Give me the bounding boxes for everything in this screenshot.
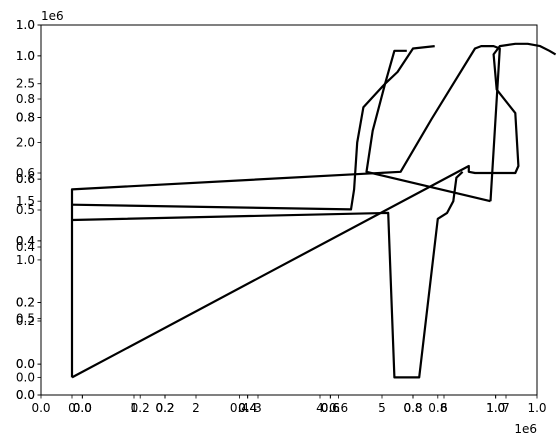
x-tick-label: 1.0 [486, 401, 505, 415]
x-tick-label: 1.0 [486, 401, 505, 415]
y-tick-label: 1.5 [16, 194, 35, 208]
x-tick-label: 4 [316, 401, 324, 415]
y-tick-label: 0.0 [16, 370, 35, 384]
y-tick-label: 0.2 [16, 314, 35, 328]
y-tick-label: 0.6 [16, 172, 35, 186]
axes-layer-4: 0 1 2 3 4 5 6 7 0.0 0.5 1.0 1.5 2.0 2.5 1e6 1e6 [16, 9, 557, 436]
x-tick-label: 0.6 [321, 401, 340, 415]
y-offset-label: 1e6 [41, 9, 64, 23]
x-offset-label: 1e6 [514, 422, 537, 436]
x-tick-label: 0.2 [155, 401, 174, 415]
y-tick-label: 0.6 [16, 166, 35, 180]
x-tick-label: 0.0 [73, 401, 92, 415]
axes-layer-2: 0.0 0.2 0.4 0.6 0.8 1.0 0.0 0.2 0.4 0.6 0.8 1.0 [16, 49, 505, 415]
y-tick-label: 0.8 [16, 92, 35, 106]
x-tick-label: 2 [192, 401, 200, 415]
x-tick-label: 0 [68, 401, 76, 415]
axes-layer-0: 0.0 0.2 0.4 0.6 0.8 1.0 0.0 0.2 0.4 0.6 0.8 1.0 [16, 18, 547, 415]
y-tick-label: 0.8 [16, 111, 35, 125]
y-tick-label: 1.0 [16, 18, 35, 32]
axes-layer-1: 0.0 0.2 0.4 0.6 0.8 1.0 0.0 0.5 1.0 [16, 18, 505, 415]
y-tick-label: 2.0 [16, 135, 35, 149]
x-tick-label: 0.4 [238, 401, 257, 415]
y-tick-label: 0.8 [16, 111, 35, 125]
x-tick-label: 0.0 [73, 401, 92, 415]
y-tick-label: 0.4 [16, 234, 35, 248]
x-tick-label: 6 [440, 401, 448, 415]
axes-layers: 0.0 0.2 0.4 0.6 0.8 1.00.00.20.40.60.81.00.0 0… [16, 9, 557, 436]
series-line-2 [71, 171, 464, 379]
x-tick-label: 0.8 [428, 401, 447, 415]
x-tick-label: 3 [254, 401, 262, 415]
x-tick-label: 1 [130, 401, 138, 415]
x-tick-label: 0.0 [31, 401, 50, 415]
y-tick-label: 1.0 [16, 49, 35, 63]
y-tick-label: 2.5 [16, 77, 35, 91]
x-tick-label: 1.0 [527, 401, 546, 415]
y-tick-label: 0.2 [16, 296, 35, 310]
y-tick-label: 0.5 [16, 203, 35, 217]
x-tick-label: 0.2 [155, 401, 174, 415]
y-tick-label: 1.0 [16, 18, 35, 32]
series-line-0 [70, 44, 501, 378]
x-tick-label: 0.8 [403, 401, 422, 415]
y-tick-label: 1.0 [16, 253, 35, 267]
series-line-4 [365, 45, 491, 203]
x-tick-label: 0.8 [403, 401, 422, 415]
series-line-1 [71, 49, 407, 211]
x-tick-label: 5 [378, 401, 386, 415]
x-tick-label: 0.2 [155, 401, 174, 415]
y-tick-label: 0.0 [16, 388, 35, 402]
x-tick-label: 0.4 [230, 401, 249, 415]
x-tick-label: 0.6 [321, 401, 340, 415]
x-tick-label: 0.0 [73, 401, 92, 415]
y-tick-label: 0.4 [16, 234, 35, 248]
x-tick-label: 7 [502, 401, 510, 415]
series-line-3 [71, 42, 557, 379]
x-tick-label: 0.2 [131, 401, 150, 415]
y-tick-label: 0.2 [16, 296, 35, 310]
y-tick-label: 0.5 [16, 312, 35, 326]
plot-frame [40, 24, 538, 396]
y-tick-label: 1.0 [16, 49, 35, 63]
x-tick-label: 0.4 [238, 401, 257, 415]
x-tick-label: 0.4 [238, 401, 257, 415]
y-tick-label: 0.0 [16, 357, 35, 371]
y-tick-label: 0.0 [16, 388, 35, 402]
x-tick-label: 0.6 [329, 401, 348, 415]
axes-layer-3: 0.0 0.2 0.4 0.6 0.8 1.0 0.0 0.2 0.4 0.6 0.8 1.0 [16, 49, 505, 415]
x-tick-label: 0.6 [321, 401, 340, 415]
y-tick-label: 0.4 [16, 240, 35, 254]
y-tick-label: 0.6 [16, 172, 35, 186]
x-tick-label: 0.8 [403, 401, 422, 415]
x-tick-label: 1.0 [486, 401, 505, 415]
y-tick-label: 0.0 [16, 357, 35, 371]
